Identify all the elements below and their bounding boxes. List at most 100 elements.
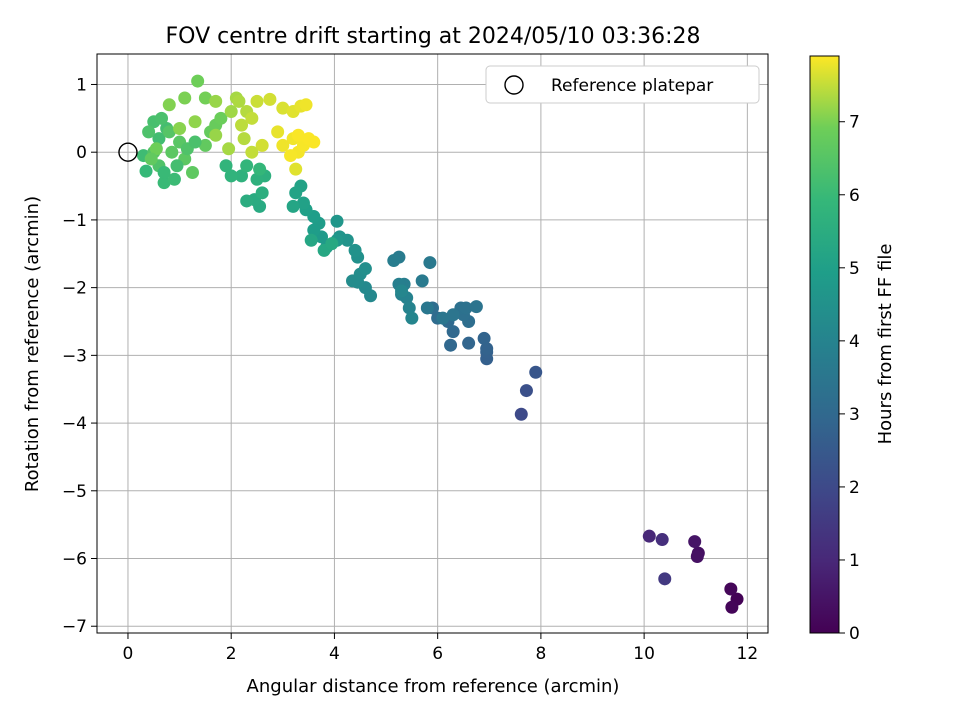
legend-box bbox=[485, 65, 760, 104]
data-point bbox=[178, 91, 192, 105]
data-point bbox=[245, 111, 259, 125]
y-tick-label: −5 bbox=[62, 482, 87, 502]
colorbar-tick-label: 1 bbox=[849, 551, 860, 571]
data-point bbox=[724, 582, 738, 596]
data-point bbox=[224, 169, 238, 183]
y-tick-label: −4 bbox=[62, 414, 87, 434]
data-point bbox=[477, 331, 491, 345]
data-point bbox=[232, 94, 246, 108]
colorbar-tick-label: 6 bbox=[849, 186, 860, 206]
data-point bbox=[307, 223, 321, 237]
y-tick-label: 1 bbox=[76, 75, 87, 95]
data-point bbox=[170, 159, 184, 173]
data-point bbox=[296, 196, 310, 210]
data-point bbox=[240, 159, 254, 173]
data-point bbox=[237, 132, 251, 146]
data-point bbox=[688, 535, 702, 549]
data-point bbox=[167, 172, 181, 186]
y-tick-label: 0 bbox=[76, 143, 87, 163]
data-point bbox=[162, 98, 176, 112]
data-point bbox=[387, 254, 401, 268]
colorbar bbox=[809, 55, 840, 634]
data-point bbox=[173, 121, 187, 135]
data-point bbox=[188, 135, 202, 149]
legend: Reference platepar bbox=[485, 65, 760, 104]
data-point bbox=[436, 311, 450, 325]
data-point bbox=[142, 125, 156, 139]
data-point bbox=[240, 194, 254, 208]
data-point bbox=[250, 94, 264, 108]
data-point bbox=[325, 237, 339, 251]
data-point bbox=[185, 166, 199, 180]
x-tick-label: 2 bbox=[226, 644, 237, 664]
data-point bbox=[289, 186, 303, 200]
data-point bbox=[642, 529, 656, 543]
colorbar-ticks: 0 1 2 3 4 5 6 7 bbox=[839, 113, 860, 644]
data-point bbox=[286, 199, 300, 213]
data-point bbox=[284, 149, 298, 163]
data-point bbox=[155, 111, 169, 125]
data-point bbox=[420, 301, 434, 315]
data-point bbox=[198, 138, 212, 152]
data-point bbox=[348, 243, 362, 257]
y-axis-label: Rotation from reference (arcmin) bbox=[22, 196, 43, 492]
data-point bbox=[191, 74, 205, 88]
x-tick-label: 4 bbox=[329, 644, 340, 664]
data-point bbox=[139, 164, 153, 178]
data-point bbox=[209, 94, 223, 108]
data-point bbox=[299, 98, 313, 112]
data-point bbox=[655, 533, 669, 547]
x-axis-ticks: 0 2 4 6 8 10 12 bbox=[123, 633, 759, 664]
data-point bbox=[690, 549, 704, 563]
data-point bbox=[459, 301, 473, 315]
data-point bbox=[276, 138, 290, 152]
data-point bbox=[519, 384, 533, 398]
data-point bbox=[725, 600, 739, 614]
data-point bbox=[188, 115, 202, 129]
data-point bbox=[263, 92, 277, 106]
data-point bbox=[423, 256, 437, 270]
data-point bbox=[209, 128, 223, 142]
data-point bbox=[402, 301, 416, 315]
data-point bbox=[157, 166, 171, 180]
data-point bbox=[157, 176, 171, 190]
data-point bbox=[235, 118, 249, 132]
data-point bbox=[214, 111, 228, 125]
data-point bbox=[245, 145, 259, 159]
data-point bbox=[250, 172, 264, 186]
legend-marker bbox=[504, 75, 524, 95]
data-point bbox=[162, 125, 176, 139]
legend-entry: Reference platepar bbox=[551, 76, 713, 96]
y-tick-label: −2 bbox=[62, 279, 87, 299]
y-tick-label: −6 bbox=[62, 550, 87, 570]
data-point bbox=[358, 262, 372, 276]
x-tick-label: 12 bbox=[737, 644, 759, 664]
colorbar-tick-label: 2 bbox=[849, 478, 860, 498]
colorbar-tick-label: 0 bbox=[849, 624, 860, 644]
data-point bbox=[276, 101, 290, 115]
grid-lines bbox=[97, 54, 768, 633]
plot-frame bbox=[96, 53, 769, 634]
y-tick-label: −7 bbox=[62, 617, 87, 637]
colorbar-tick-label: 7 bbox=[849, 113, 860, 133]
data-point bbox=[271, 125, 285, 139]
data-point bbox=[415, 274, 429, 288]
data-point bbox=[658, 572, 672, 586]
data-point bbox=[330, 214, 344, 228]
data-point bbox=[307, 135, 321, 149]
data-point bbox=[255, 186, 269, 200]
data-point bbox=[289, 162, 303, 176]
data-point bbox=[480, 342, 494, 356]
chart-title: FOV centre drift starting at 2024/05/10 … bbox=[166, 24, 701, 49]
data-point bbox=[144, 152, 158, 166]
data-point bbox=[253, 162, 267, 176]
data-point bbox=[165, 145, 179, 159]
y-axis-ticks: 1 0 −1 −2 −3 −4 −5 −6 −7 bbox=[62, 75, 97, 637]
data-points bbox=[136, 74, 744, 614]
data-point bbox=[198, 91, 212, 105]
data-point bbox=[446, 325, 460, 339]
data-point bbox=[149, 142, 163, 156]
x-tick-label: 6 bbox=[432, 644, 443, 664]
colorbar-tick-label: 5 bbox=[849, 259, 860, 279]
x-axis-label: Angular distance from reference (arcmin) bbox=[247, 676, 620, 697]
